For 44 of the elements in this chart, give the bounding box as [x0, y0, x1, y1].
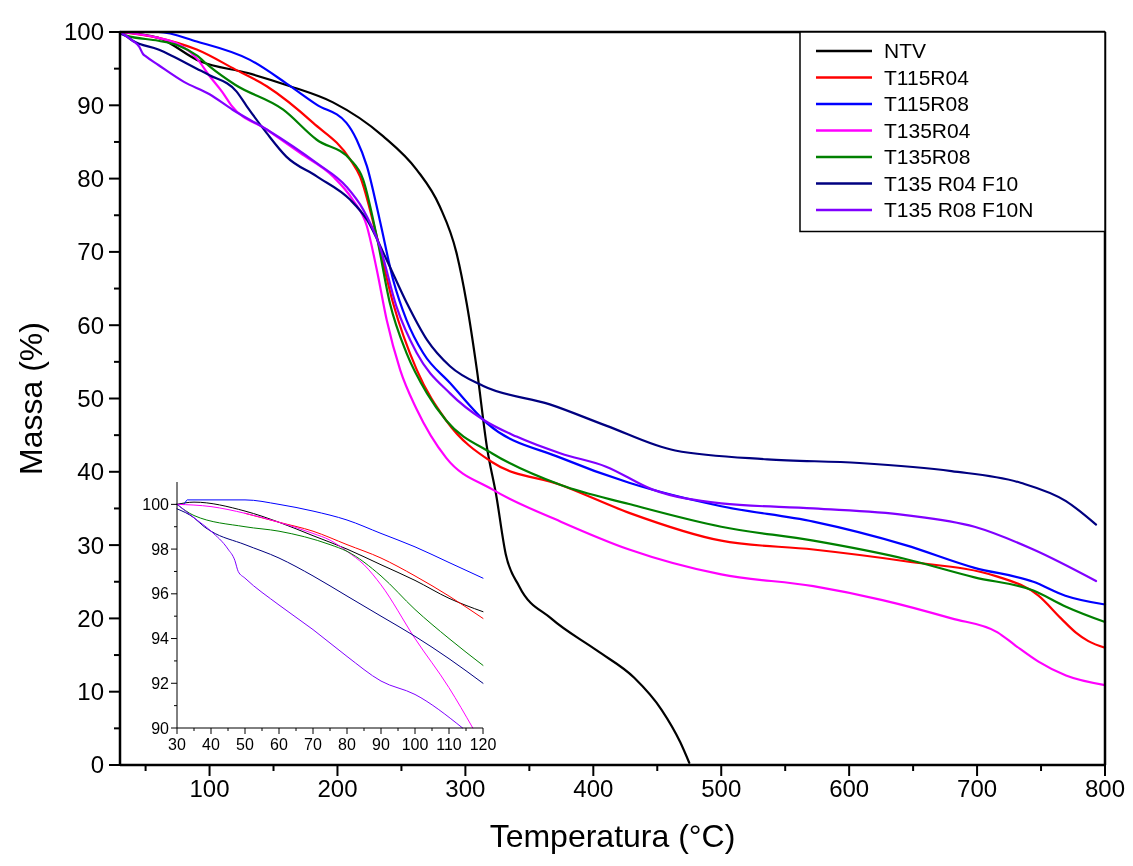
legend-label: T135 R08 F10N	[884, 198, 1034, 222]
x-tick-label: 70	[304, 736, 322, 753]
x-tick-label: 200	[317, 775, 358, 802]
x-tick-label: 600	[829, 775, 870, 802]
x-axis-title: Temperatura (°C)	[489, 818, 736, 854]
y-tick-label: 60	[77, 311, 104, 339]
x-tick-label: 110	[436, 736, 462, 753]
y-tick-label: 90	[77, 91, 104, 119]
y-tick-label: 50	[77, 384, 104, 412]
x-tick-label: 40	[202, 736, 220, 753]
legend-label: T115R08	[884, 92, 969, 116]
x-tick-label: 400	[573, 775, 614, 802]
legend-label: T115R04	[884, 65, 970, 89]
x-tick-label: 100	[189, 775, 230, 802]
x-tick-label: 800	[1084, 775, 1126, 802]
x-tick-label: 50	[236, 736, 254, 753]
legend-label: T135 R04 F10	[884, 171, 1019, 195]
y-tick-label: 100	[63, 18, 104, 46]
y-tick-label: 10	[77, 678, 104, 706]
legend-label: T135R08	[884, 145, 971, 169]
x-tick-label: 100	[401, 736, 429, 753]
y-tick-label: 90	[151, 719, 170, 737]
y-tick-label: 80	[77, 165, 104, 192]
y-tick-label: 96	[151, 585, 170, 603]
y-tick-label: 40	[77, 458, 104, 486]
y-tick-label: 70	[77, 238, 104, 266]
x-tick-label: 60	[270, 736, 288, 753]
x-tick-label: 700	[957, 775, 998, 802]
y-tick-label: 0	[90, 751, 104, 779]
y-tick-label: 20	[77, 604, 104, 632]
y-tick-label: 98	[151, 540, 170, 558]
y-tick-label: 30	[77, 531, 104, 559]
y-axis-title: Massa (%)	[13, 322, 49, 475]
y-tick-label: 92	[151, 674, 170, 692]
x-tick-label: 30	[168, 736, 186, 753]
x-tick-label: 80	[338, 736, 356, 753]
legend-label: T135R04	[884, 118, 971, 142]
legend-label: NTV	[884, 39, 926, 63]
x-tick-label: 90	[372, 736, 390, 753]
y-tick-label: 100	[142, 495, 170, 513]
x-tick-label: 300	[445, 775, 486, 802]
y-tick-label: 94	[151, 630, 170, 648]
x-tick-label: 500	[701, 775, 742, 802]
x-tick-label: 120	[469, 736, 497, 753]
